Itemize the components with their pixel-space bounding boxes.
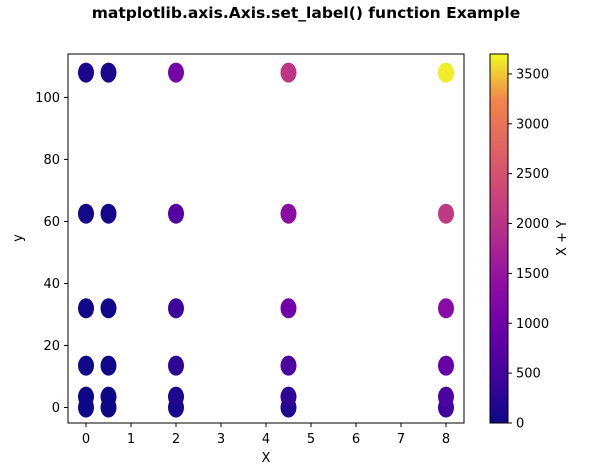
- scatter-point: [78, 203, 94, 224]
- scatter-point: [100, 203, 117, 224]
- x-tick-label: 1: [127, 432, 135, 447]
- colorbar-tick-label: 0: [516, 417, 524, 432]
- scatter-point: [438, 298, 454, 319]
- scatter-point: [100, 386, 117, 407]
- scatter-point: [100, 355, 117, 376]
- x-axis-label: X: [262, 451, 271, 465]
- colorbar: [490, 54, 508, 423]
- colorbar-tick-label: 3500: [516, 67, 549, 82]
- plot-frame: [67, 53, 465, 424]
- scatter-point: [280, 62, 297, 83]
- scatter-point: [78, 62, 94, 83]
- scatter-point: [100, 62, 117, 83]
- y-tick-label: 100: [35, 91, 60, 106]
- colorbar-tick-label: 1500: [516, 267, 549, 282]
- scatter-point: [168, 355, 184, 376]
- colorbar-frame: [489, 53, 509, 424]
- scatter-point: [280, 203, 297, 224]
- x-tick-label: 6: [352, 432, 360, 447]
- colorbar-tick-label: 3000: [516, 117, 549, 132]
- x-tick-label: 2: [172, 432, 180, 447]
- y-axis-label: y: [11, 234, 26, 242]
- x-tick-label: 8: [442, 432, 450, 447]
- scatter-points: [78, 62, 454, 418]
- y-tick-label: 60: [43, 215, 60, 230]
- x-tick-label: 4: [262, 432, 270, 447]
- scatter-point: [100, 298, 117, 319]
- scatter-point: [438, 386, 454, 407]
- scatter-point: [78, 355, 94, 376]
- scatter-point: [168, 203, 184, 224]
- colorbar-tick-label: 2500: [516, 167, 549, 182]
- y-tick-label: 80: [43, 153, 60, 168]
- scatter-point: [280, 355, 297, 376]
- scatter-point: [438, 355, 454, 376]
- x-tick-label: 3: [217, 432, 225, 447]
- y-tick-label: 0: [52, 401, 60, 416]
- y-axis-ticks: 0 20 40 60 80 100: [35, 91, 68, 416]
- scatter-point: [168, 62, 184, 83]
- scatter-point: [438, 203, 454, 224]
- scatter-point: [280, 298, 297, 319]
- scatter-point: [78, 386, 94, 407]
- colorbar-label: X + Y: [555, 220, 570, 256]
- y-tick-label: 40: [43, 277, 60, 292]
- colorbar-tick-label: 1000: [516, 317, 549, 332]
- scatter-point: [168, 386, 184, 407]
- x-axis-ticks: 0 1 2 3 4 5 6 7 8: [82, 423, 450, 447]
- colorbar-ticks: 0 500 1000 1500 2000 2500 3000 3500: [508, 67, 549, 432]
- y-tick-label: 20: [43, 339, 60, 354]
- colorbar-tick-label: 2000: [516, 217, 549, 232]
- scatter-point: [168, 298, 184, 319]
- scatter-point: [438, 62, 454, 83]
- scatter-point: [78, 298, 94, 319]
- chart-title: matplotlib.axis.Axis.set_label() functio…: [92, 4, 520, 22]
- x-tick-label: 5: [307, 432, 315, 447]
- x-tick-label: 0: [82, 432, 90, 447]
- colorbar-tick-label: 500: [516, 367, 541, 382]
- x-tick-label: 7: [397, 432, 405, 447]
- scatter-point: [280, 386, 297, 407]
